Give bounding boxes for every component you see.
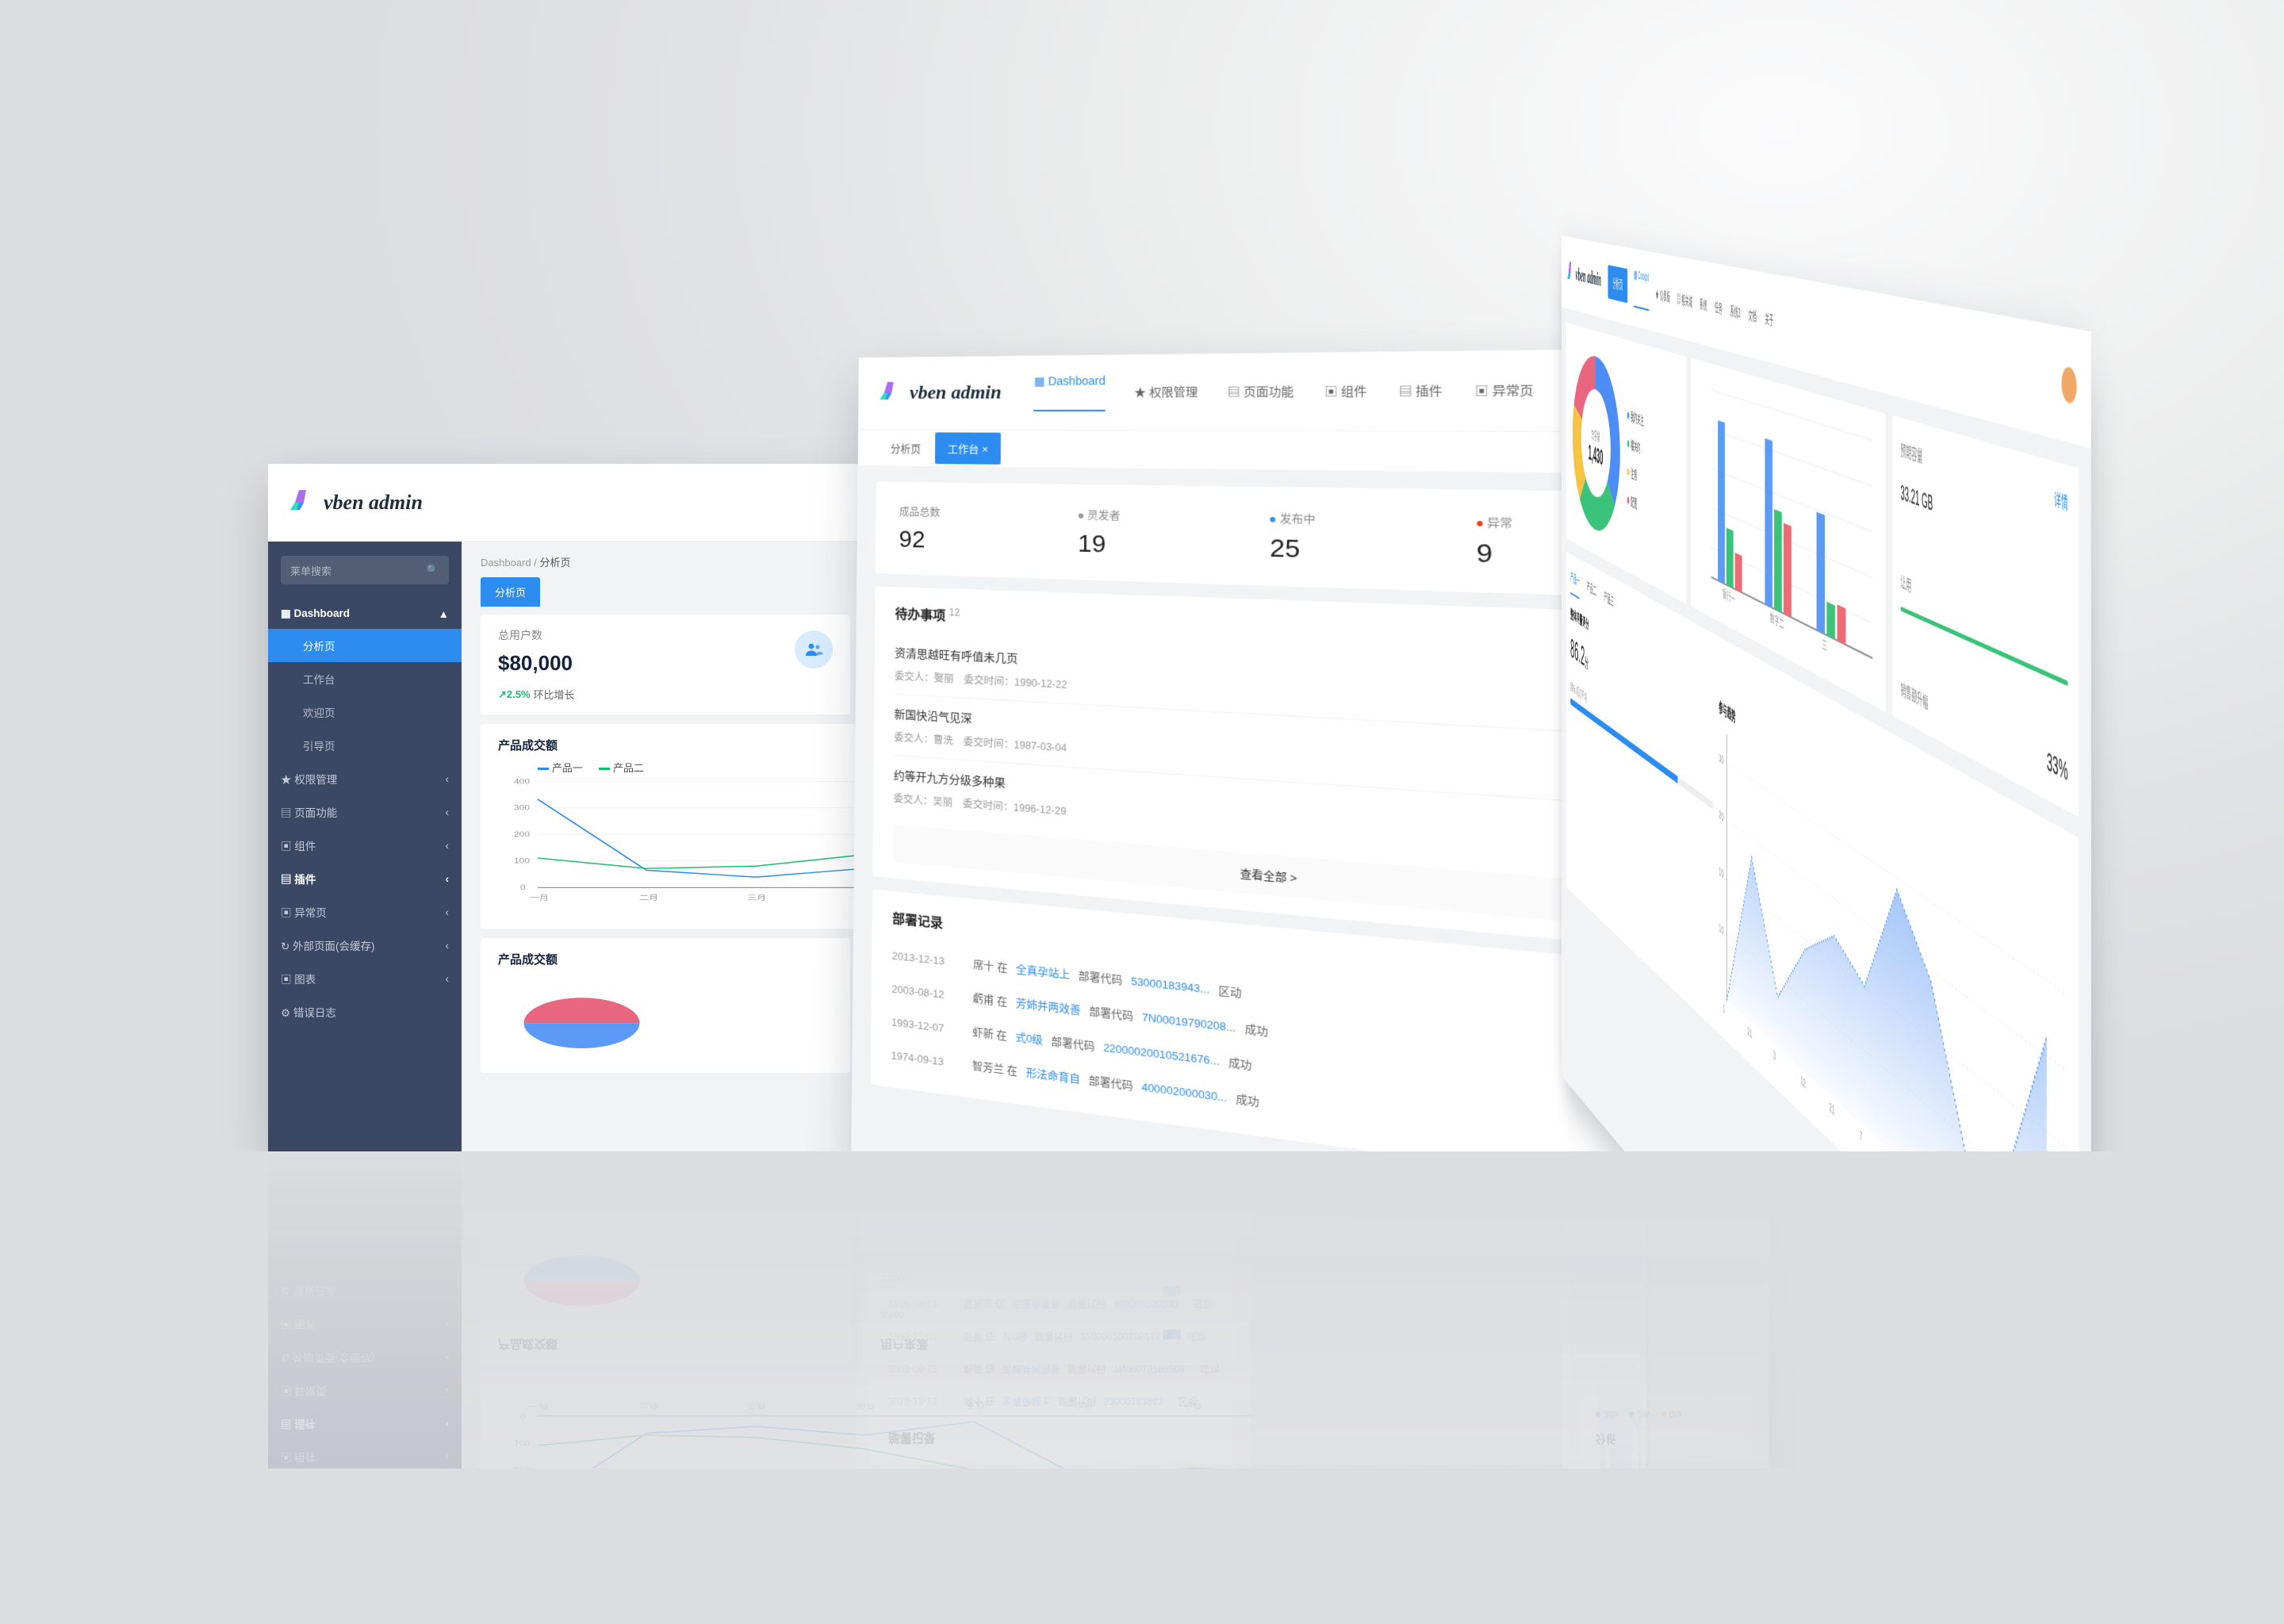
svg-text:三月: 三月: [747, 894, 766, 902]
svg-text:30: 30: [1719, 753, 1723, 768]
svg-text:总容量: 总容量: [1591, 427, 1600, 444]
svg-text:100: 100: [514, 1438, 530, 1446]
svg-text:一月: 一月: [530, 1401, 549, 1409]
svg-text:三月: 三月: [747, 1401, 766, 1409]
svg-text:7: 7: [1859, 1128, 1862, 1144]
svg-text:200: 200: [514, 832, 530, 839]
svg-text:20: 20: [1719, 809, 1723, 824]
svg-text:21: 21: [1747, 1025, 1752, 1040]
svg-text:四月: 四月: [856, 1401, 876, 1409]
svg-text:二月: 二月: [639, 894, 658, 902]
svg-text:21: 21: [1829, 1101, 1834, 1118]
svg-text:三: 三: [1822, 638, 1827, 653]
svg-text:400: 400: [514, 779, 530, 786]
svg-text:银行一: 银行一: [1723, 587, 1735, 606]
svg-text:1,430: 1,430: [1588, 441, 1604, 471]
svg-text:1: 1: [1597, 1365, 1598, 1373]
svg-text:300: 300: [514, 805, 530, 812]
svg-text:200: 200: [514, 1465, 530, 1469]
svg-text:一月: 一月: [530, 894, 549, 902]
svg-text:7: 7: [1619, 1365, 1620, 1373]
svg-text:七月: 七月: [1183, 1401, 1202, 1409]
svg-text:3: 3: [1606, 1365, 1607, 1373]
svg-text:3: 3: [1773, 1049, 1776, 1063]
svg-text:二月: 二月: [639, 1401, 658, 1409]
svg-text:10: 10: [1719, 922, 1723, 938]
svg-text:10: 10: [1596, 1429, 1597, 1439]
svg-text:25: 25: [1641, 1365, 1642, 1373]
svg-text:19: 19: [1632, 1365, 1633, 1373]
svg-text:数字二: 数字二: [1770, 611, 1784, 631]
svg-text:0: 0: [520, 1411, 526, 1419]
svg-text:22: 22: [1637, 1365, 1638, 1373]
svg-text:1: 1: [1723, 1002, 1725, 1016]
svg-text:14: 14: [1628, 1365, 1629, 1373]
svg-text:六月: 六月: [1075, 1401, 1094, 1409]
svg-text:12: 12: [1800, 1074, 1806, 1091]
svg-text:0: 0: [520, 884, 526, 891]
svg-text:9: 9: [1623, 1365, 1624, 1373]
svg-text:21: 21: [1601, 1365, 1602, 1373]
svg-text:100: 100: [514, 858, 530, 865]
svg-text:10: 10: [1719, 865, 1723, 880]
svg-text:五月: 五月: [966, 1401, 985, 1409]
